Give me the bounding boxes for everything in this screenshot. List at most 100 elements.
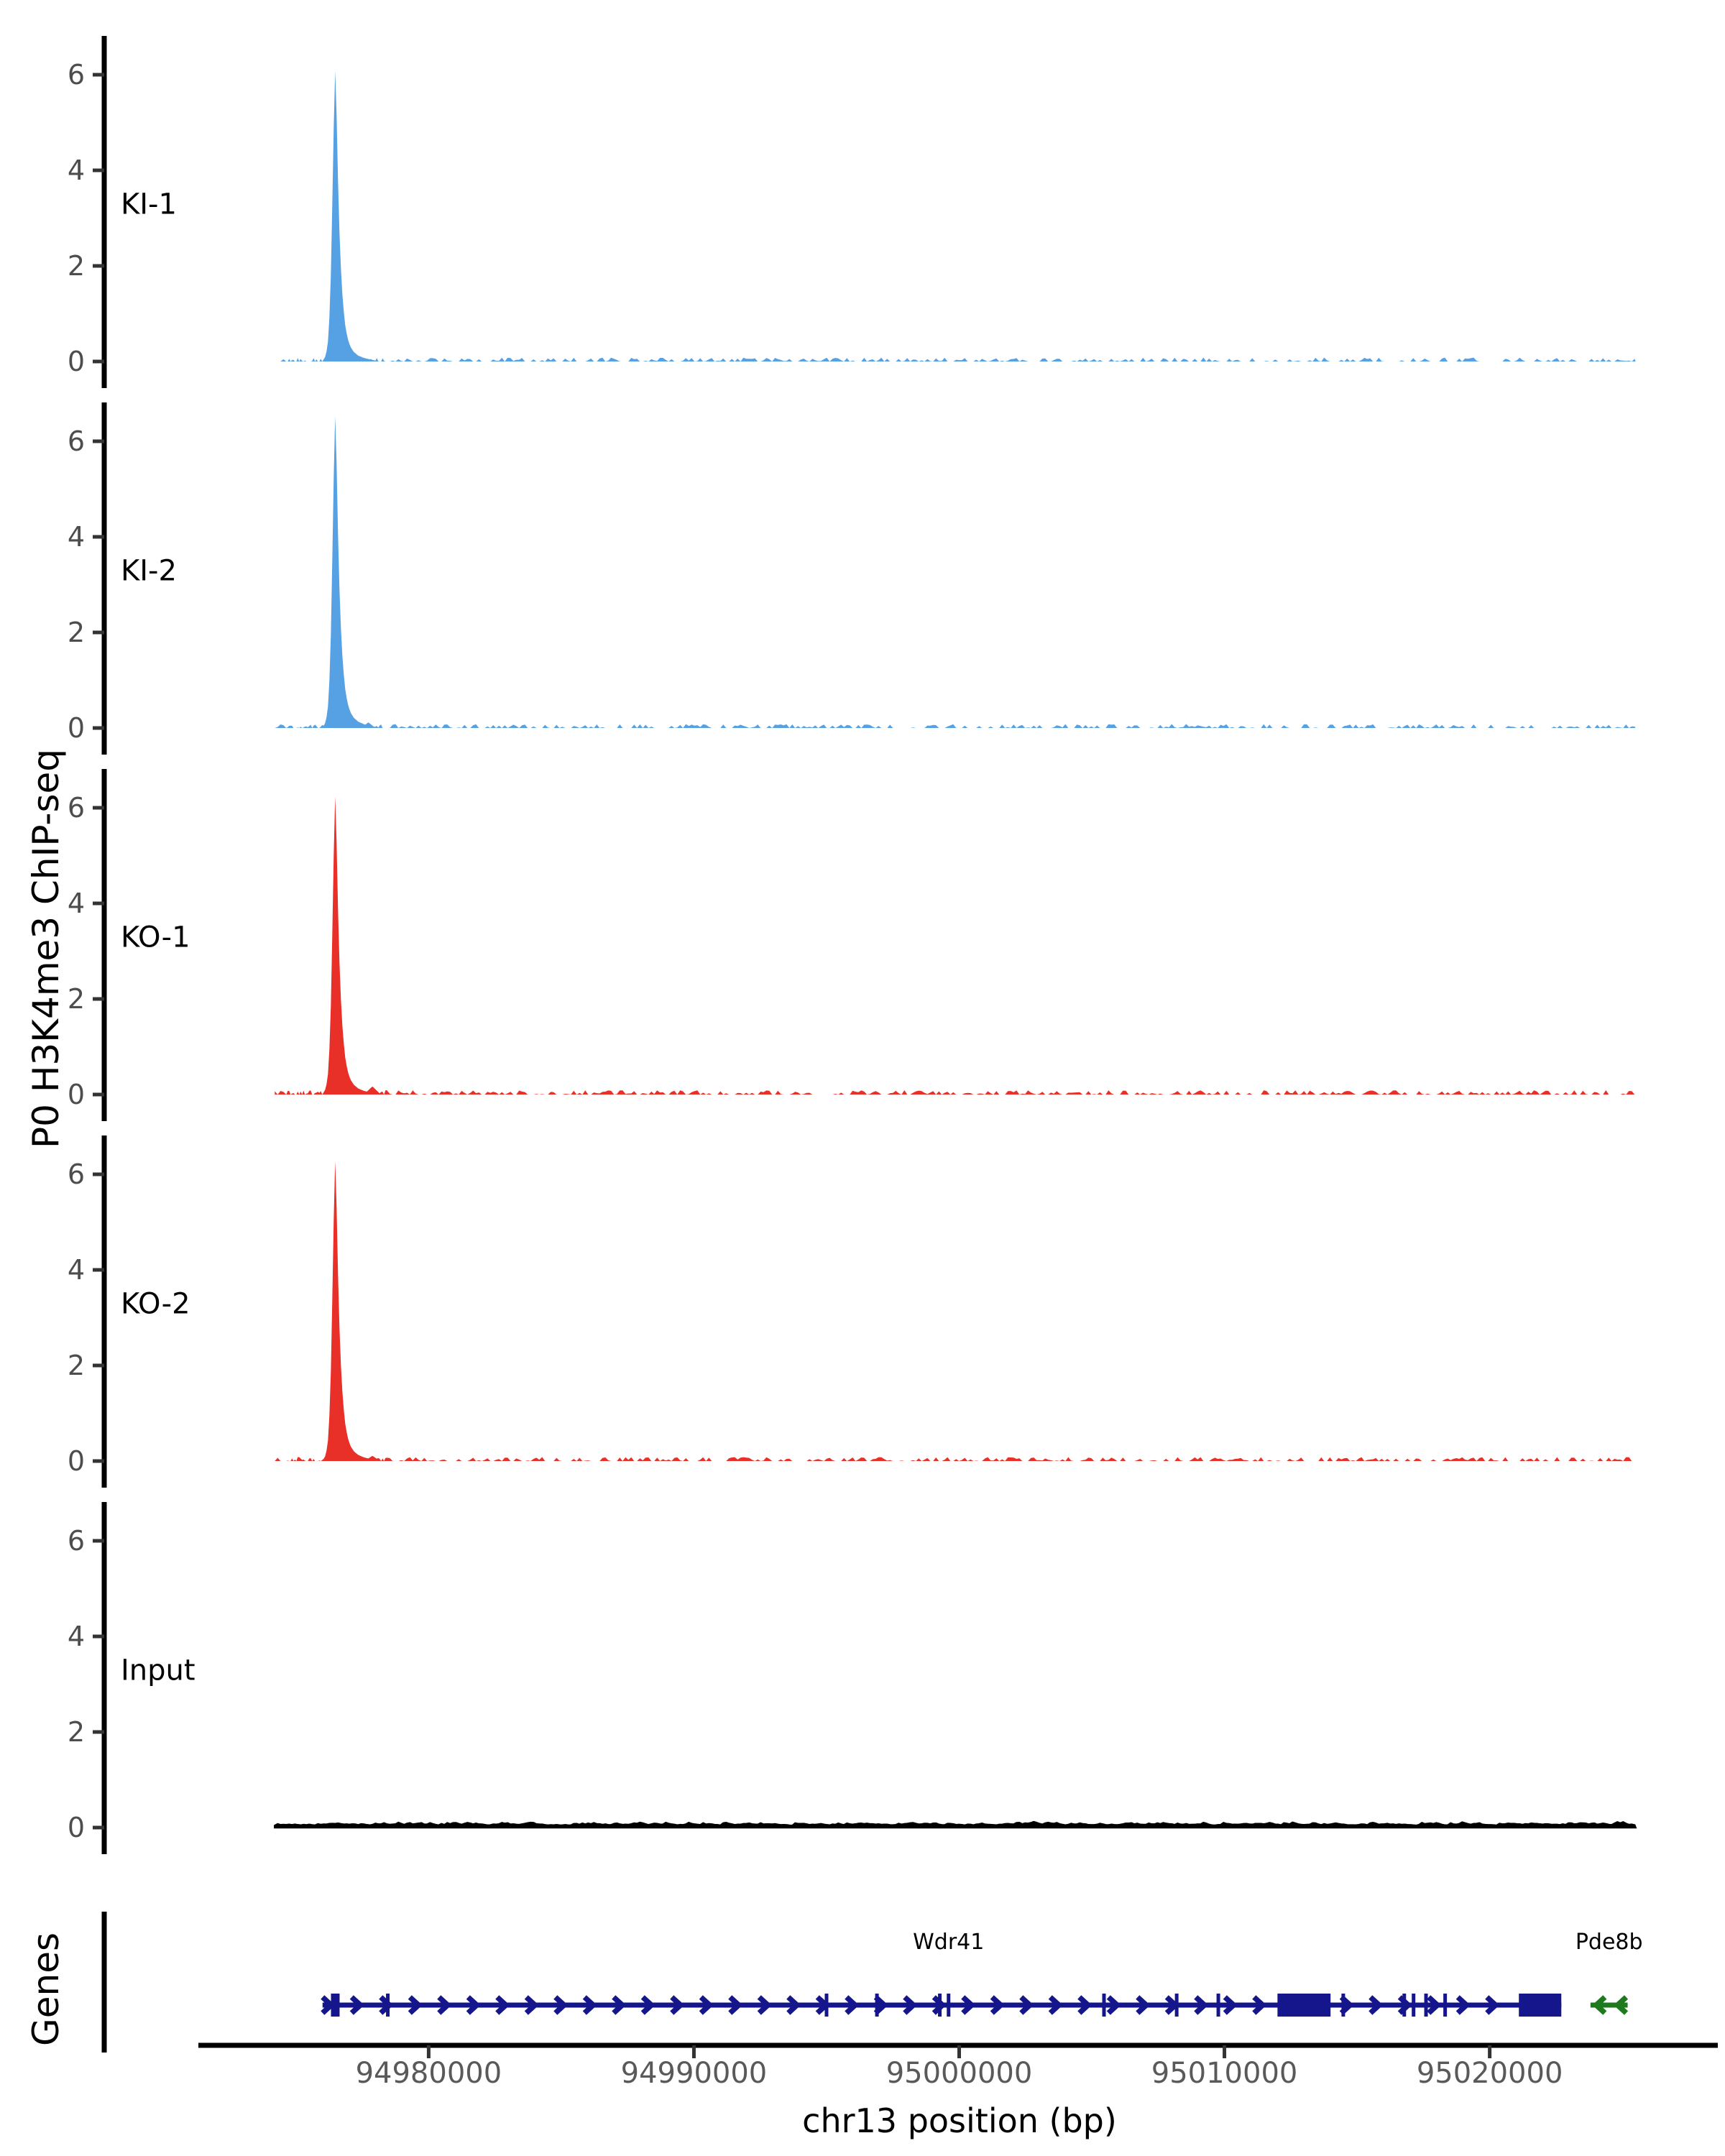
signal-area-KI-1	[275, 70, 1636, 362]
y-tick-label: 2	[68, 983, 85, 1015]
gene-strand-arrow-icon	[1427, 1995, 1442, 2015]
gene-strand-arrow-icon	[466, 1995, 481, 2015]
gene-label-Wdr41: Wdr41	[913, 1930, 984, 1955]
y-tick-label: 2	[68, 250, 85, 282]
y-tick-label: 4	[68, 1621, 85, 1652]
gene-label-Pde8b: Pde8b	[1576, 1930, 1643, 1955]
y-tick-label: 2	[68, 617, 85, 648]
gene-exon-tick	[875, 1994, 879, 2017]
y-tick-label: 6	[68, 792, 85, 824]
gene-exon-tick	[1174, 1994, 1179, 2017]
gene-strand-arrow-icon	[728, 1995, 743, 2015]
x-tick-label: 95020000	[1417, 2057, 1563, 2090]
signal-area-KO-2	[275, 1161, 1636, 1461]
y-tick-label: 6	[68, 59, 85, 91]
gene-strand-arrow-icon	[1106, 1995, 1121, 2015]
gene-strand-arrow-icon	[1455, 1995, 1471, 2015]
gene-model-Pde8b: Pde8b	[1576, 1930, 1643, 2015]
y-tick-label: 0	[68, 346, 85, 377]
track-label-KO-2: KO-2	[121, 1288, 190, 1321]
x-axis: 94980000 94990000 95000000 95010000 95020000	[198, 2042, 1718, 2090]
gene-strand-arrow-icon	[349, 1995, 364, 2015]
gene-strand-arrow-icon	[408, 1995, 423, 2015]
y-tick-label: 4	[68, 1254, 85, 1286]
gene-exon-tick	[1424, 1994, 1428, 2017]
gene-strand-arrow-icon	[612, 1995, 627, 2015]
gene-exon-tick	[947, 1994, 951, 2017]
gene-strand-arrow-icon	[582, 1995, 597, 2015]
gene-strand-arrow-icon	[1485, 1995, 1500, 2015]
gene-strand-arrow-icon	[1194, 1995, 1209, 2015]
track-panel-Input: 0 2 4 6 Input	[68, 1502, 1637, 1854]
track-panel-KI-1: 0 2 4 6 KI-1	[68, 36, 1636, 388]
gene-exon-tick	[1443, 1994, 1448, 2017]
track-panel-KO-1: 0 2 4 6 KO-1	[68, 769, 1636, 1121]
gene-strand-arrow-icon	[903, 1995, 918, 2015]
track-panel-KI-2: 0 2 4 6 KI-2	[68, 402, 1636, 755]
gene-exon-box	[1519, 1994, 1562, 2017]
gene-strand-arrow-icon	[786, 1995, 801, 2015]
gene-strand-arrow-icon	[932, 1995, 947, 2015]
gene-exon-tick	[1412, 1994, 1416, 2017]
gene-model-Wdr41: Wdr41	[321, 1930, 1562, 2017]
gene-exon-box	[1277, 1994, 1331, 2017]
gene-exon-tick	[938, 1994, 942, 2017]
y-tick-label: 6	[68, 1525, 85, 1557]
gene-strand-arrow-icon	[1592, 1995, 1607, 2015]
y-tick-label: 4	[68, 155, 85, 186]
y-tick-label: 2	[68, 1716, 85, 1748]
gene-exon-tick	[824, 1994, 829, 2017]
y-tick-label: 6	[68, 425, 85, 457]
signal-area-Input	[274, 1820, 1637, 1829]
track-label-KI-1: KI-1	[121, 188, 177, 221]
gene-strand-arrow-icon	[1252, 1995, 1267, 2015]
y-tick-label: 6	[68, 1158, 85, 1190]
y-tick-label: 0	[68, 1812, 85, 1843]
x-tick-label: 95000000	[886, 2057, 1033, 2090]
track-label-KI-2: KI-2	[121, 555, 177, 588]
gene-strand-arrow-icon	[1048, 1995, 1063, 2015]
y-tick-label: 4	[68, 521, 85, 553]
gene-strand-arrow-icon	[1019, 1995, 1034, 2015]
signal-area-KO-1	[275, 796, 1636, 1095]
x-axis-title: chr13 position (bp)	[802, 2101, 1117, 2140]
track-panel-KO-2: 0 2 4 6 KO-2	[68, 1135, 1636, 1488]
y-tick-label: 0	[68, 1445, 85, 1477]
track-label-Input: Input	[121, 1654, 196, 1687]
gene-strand-arrow-icon	[524, 1995, 539, 2015]
gene-strand-arrow-icon	[699, 1995, 714, 2015]
gene-strand-arrow-icon	[1077, 1995, 1092, 2015]
gene-exon-tick	[1402, 1994, 1407, 2017]
gene-strand-arrow-icon	[1397, 1995, 1412, 2015]
gene-exon-tick	[1216, 1994, 1220, 2017]
signal-area-KI-2	[275, 416, 1636, 728]
gene-tss-bar	[331, 1994, 340, 2017]
gene-strand-arrow-icon	[1223, 1995, 1238, 2015]
gene-strand-arrow-icon	[1368, 1995, 1384, 2015]
y-tick-label: 0	[68, 712, 85, 744]
gene-strand-arrow-icon	[553, 1995, 569, 2015]
x-tick-label: 95010000	[1151, 2057, 1298, 2090]
y-tick-label: 2	[68, 1350, 85, 1381]
gene-strand-arrow-icon	[961, 1995, 976, 2015]
gene-exon-tick	[386, 1994, 390, 2017]
x-tick-label: 94990000	[621, 2057, 768, 2090]
gene-strand-arrow-icon	[670, 1995, 685, 2015]
gene-strand-arrow-icon	[640, 1995, 656, 2015]
gene-strand-arrow-icon	[845, 1995, 860, 2015]
track-label-KO-1: KO-1	[121, 921, 190, 954]
y-tick-label: 4	[68, 888, 85, 919]
gene-strand-arrow-icon	[1136, 1995, 1151, 2015]
gene-strand-arrow-icon	[495, 1995, 510, 2015]
gene-strand-arrow-icon	[1613, 1995, 1629, 2015]
gene-exon-tick	[1341, 1994, 1346, 2017]
gene-strand-arrow-icon	[990, 1995, 1005, 2015]
genes-panel: Wdr41 Pde8b	[101, 1912, 1643, 2053]
gene-strand-arrow-icon	[757, 1995, 772, 2015]
gene-exon-tick	[1102, 1994, 1106, 2017]
x-tick-label: 94980000	[356, 2057, 502, 2090]
gene-strand-arrow-icon	[437, 1995, 452, 2015]
y-tick-label: 0	[68, 1079, 85, 1110]
